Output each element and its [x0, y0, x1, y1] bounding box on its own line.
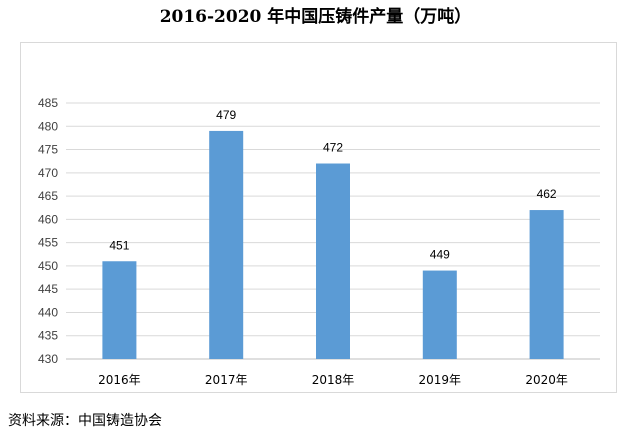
bar	[209, 130, 244, 359]
y-tick-label: 435	[38, 329, 58, 343]
bar	[529, 210, 564, 359]
bar	[316, 163, 350, 359]
data-label: 472	[323, 141, 343, 155]
x-tick-label: 2019年	[419, 373, 462, 387]
y-tick-label: 430	[38, 352, 58, 366]
x-tick-label: 2020年	[525, 373, 568, 387]
y-tick-label: 475	[38, 143, 58, 157]
chart-frame	[20, 42, 617, 393]
data-label: 462	[537, 187, 557, 201]
x-tick-label: 2016年	[98, 373, 141, 387]
chart-title: 2016-2020 年中国压铸件产量（万吨）	[159, 7, 472, 27]
y-tick-label: 480	[38, 119, 58, 133]
data-label: 479	[216, 108, 236, 122]
bar	[102, 261, 137, 359]
bars	[102, 130, 564, 359]
bar	[422, 270, 457, 359]
data-label: 451	[109, 238, 129, 252]
x-axis-ticks: 2016年 2017年 2018年 2019年 2020年	[98, 373, 568, 387]
data-label: 449	[430, 248, 450, 262]
y-tick-label: 445	[38, 282, 58, 296]
y-tick-label: 460	[38, 212, 58, 226]
y-tick-label: 440	[38, 305, 58, 319]
y-tick-label: 450	[38, 259, 58, 273]
y-axis-ticks: 430 435 440 445 450 455 460 465 470 475 480 485	[38, 96, 58, 366]
x-tick-label: 2018年	[312, 373, 355, 387]
y-tick-label: 455	[38, 236, 58, 250]
y-tick-label: 470	[38, 166, 58, 180]
y-tick-label: 465	[38, 189, 58, 203]
data-labels: 451 479 472 449 462	[109, 108, 557, 262]
x-tick-label: 2017年	[205, 373, 248, 387]
y-tick-label: 485	[38, 96, 58, 110]
source-note: 资料来源：中国铸造协会	[8, 413, 162, 429]
